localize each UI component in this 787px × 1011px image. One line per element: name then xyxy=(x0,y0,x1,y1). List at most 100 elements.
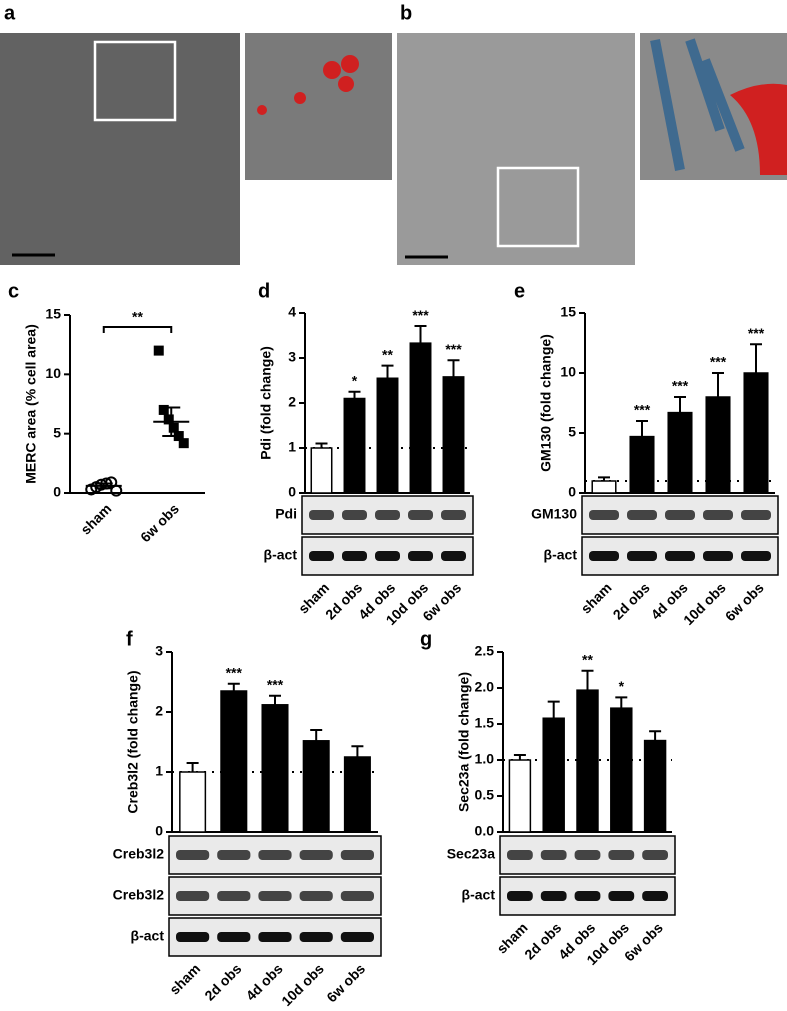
x-tick-label: 6w obs xyxy=(137,500,182,545)
data-point xyxy=(163,414,174,425)
blot-band xyxy=(258,932,292,942)
x-tick-label: 6w obs xyxy=(722,579,767,624)
x-tick-label: 2d obs xyxy=(610,579,653,622)
significance: *** xyxy=(672,378,689,394)
data-point xyxy=(153,345,164,356)
blot-label: Creb3l2 xyxy=(113,887,165,903)
blot-band xyxy=(342,510,367,520)
y-tick-label: 2.5 xyxy=(475,643,495,659)
error-bar xyxy=(162,406,181,438)
er-tubules xyxy=(650,38,745,171)
y-tick-label: 4 xyxy=(288,304,296,320)
micrograph xyxy=(397,33,635,265)
error-bar xyxy=(414,325,427,344)
blot-band xyxy=(258,850,292,860)
y-tick-label: 2.0 xyxy=(475,679,495,695)
bar xyxy=(343,397,366,494)
blot-label: β-act xyxy=(264,547,298,563)
error-bar xyxy=(598,476,610,481)
y-tick-label: 3 xyxy=(288,349,296,365)
blot-band xyxy=(217,932,251,942)
blot-band xyxy=(258,891,292,901)
y-tick-label: 3 xyxy=(155,643,163,659)
blot-band xyxy=(375,551,400,561)
error-bar xyxy=(348,390,361,399)
significance: *** xyxy=(634,402,651,418)
blot-band xyxy=(299,932,333,942)
bar xyxy=(643,739,667,833)
error-bar xyxy=(649,730,662,741)
y-axis-label: Creb3l2 (fold change) xyxy=(125,670,141,813)
blot-band xyxy=(408,510,433,520)
data-point xyxy=(158,404,169,415)
blot-band xyxy=(217,891,251,901)
significance: ** xyxy=(132,309,143,325)
panel-label: b xyxy=(400,2,412,24)
y-tick-label: 10 xyxy=(45,365,61,381)
micrograph-shade xyxy=(0,33,240,265)
bar xyxy=(310,447,333,494)
error-bar xyxy=(447,359,460,377)
error-bar xyxy=(636,420,648,437)
blot-band xyxy=(741,551,771,561)
blot-band xyxy=(176,932,210,942)
error-bar xyxy=(381,364,394,379)
y-tick-label: 2 xyxy=(155,703,163,719)
inset-box xyxy=(93,40,177,122)
y-tick-label: 0 xyxy=(568,484,576,500)
blot-band xyxy=(299,891,333,901)
bar xyxy=(179,771,207,833)
y-tick-label: 10 xyxy=(560,364,576,380)
blot-label: β-act xyxy=(131,928,165,944)
significance: ** xyxy=(382,346,393,362)
significance: *** xyxy=(748,325,765,341)
blot-band xyxy=(299,850,333,860)
y-tick-label: 1 xyxy=(155,763,163,779)
error-bar xyxy=(750,343,762,373)
blot-band xyxy=(507,891,533,901)
blot-band xyxy=(340,891,374,901)
data-point xyxy=(178,438,189,449)
micrograph-inset xyxy=(245,33,392,180)
x-tick-label: 10d obs xyxy=(680,579,729,628)
error-bar xyxy=(615,696,628,709)
blot-band xyxy=(589,551,619,561)
x-tick-label: sham xyxy=(166,960,203,997)
bar xyxy=(667,411,693,494)
error-bar xyxy=(310,729,323,741)
blot-band xyxy=(340,850,374,860)
bar xyxy=(343,756,371,833)
blot-band xyxy=(340,932,374,942)
blot-label: GM130 xyxy=(531,506,577,522)
y-tick-label: 15 xyxy=(560,304,576,320)
error-bar xyxy=(351,745,364,757)
y-tick-label: 1 xyxy=(288,439,296,455)
panel-label: d xyxy=(258,280,270,302)
bar xyxy=(409,342,432,494)
error-bar xyxy=(513,753,526,760)
y-tick-label: 5 xyxy=(568,424,576,440)
blot-label: β-act xyxy=(462,887,496,903)
error-bar xyxy=(581,669,594,691)
significance: * xyxy=(619,678,625,694)
data-point xyxy=(110,484,123,497)
significance: *** xyxy=(267,677,284,693)
blot-label: Sec23a xyxy=(447,846,495,862)
blot-label: Creb3l2 xyxy=(113,846,165,862)
blot-band xyxy=(665,510,695,520)
blot-band xyxy=(309,510,334,520)
blot-band xyxy=(540,850,567,860)
blot-band xyxy=(408,551,433,561)
blot-band xyxy=(375,510,400,520)
x-tick-label: 2d obs xyxy=(521,919,564,962)
bar xyxy=(542,717,565,833)
blot-band xyxy=(176,850,210,860)
error-bar xyxy=(712,372,724,397)
x-tick-label: 2d obs xyxy=(201,960,244,1003)
blot-band xyxy=(507,850,533,860)
blot-band xyxy=(665,551,695,561)
significance: *** xyxy=(226,665,243,681)
y-axis-label: Pdi (fold change) xyxy=(258,346,274,460)
y-tick-label: 1.5 xyxy=(475,715,495,731)
blot-band xyxy=(627,551,657,561)
